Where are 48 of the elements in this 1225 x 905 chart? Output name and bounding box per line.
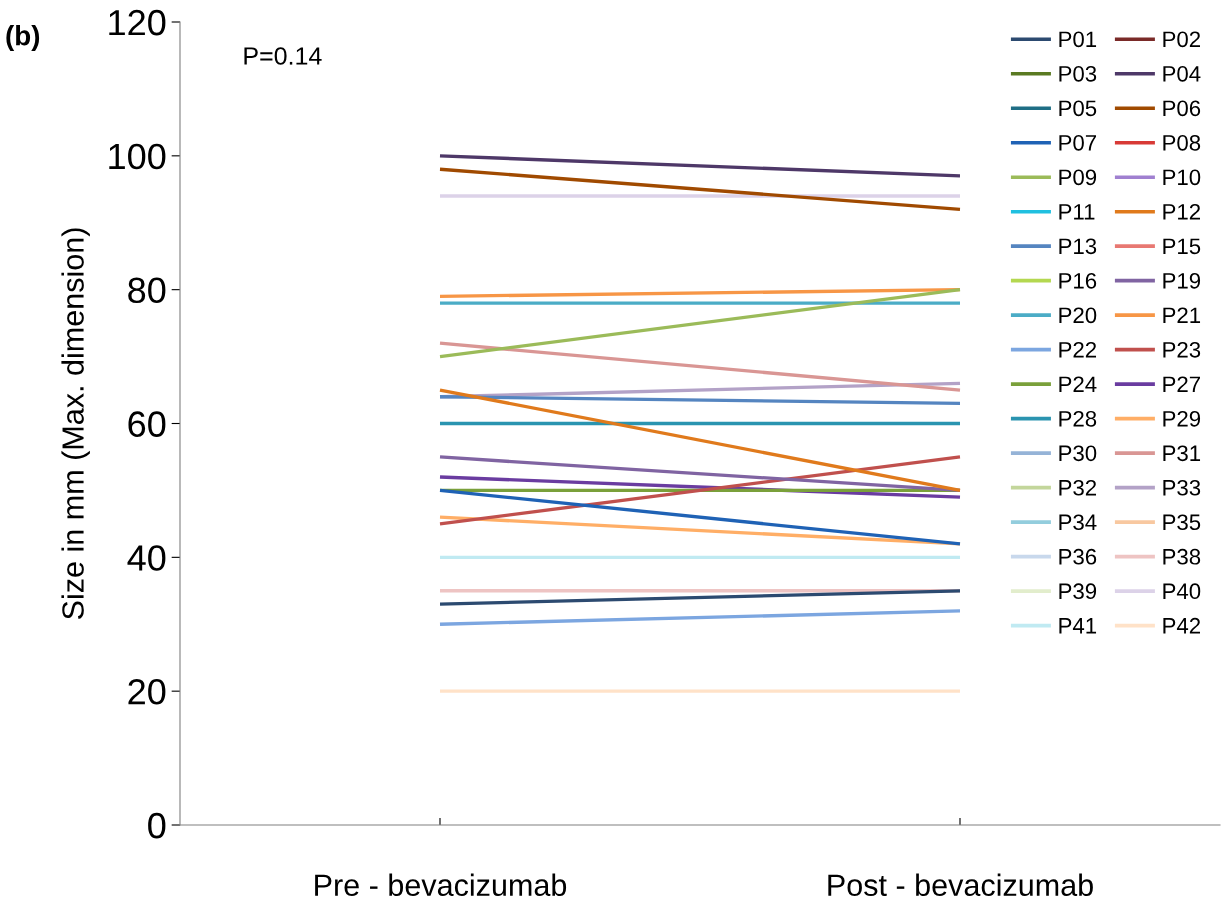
legend-label: P19 [1163, 272, 1201, 289]
x-tick-label: Pre - bevacizumab [315, 873, 567, 897]
legend-label: P09 [1059, 169, 1097, 186]
y-tick-label: 60 [128, 411, 166, 437]
legend-label: P11 [1059, 204, 1095, 220]
y-tick-label: 100 [109, 143, 166, 170]
legend-label: P10 [1163, 169, 1201, 186]
legend-label: P30 [1059, 445, 1097, 462]
legend-label: P01 [1059, 31, 1097, 48]
legend-label: P21 [1163, 307, 1201, 323]
legend-label: P36 [1059, 548, 1097, 565]
y-tick-label: 40 [127, 545, 166, 571]
legend-label: P02 [1163, 31, 1200, 48]
legend-label: P34 [1059, 514, 1097, 531]
legend-label: P06 [1163, 100, 1201, 117]
x-tick-label: Post - bevacizumab [828, 873, 1093, 897]
legend-label: P08 [1163, 134, 1201, 151]
legend-label: P40 [1163, 583, 1201, 600]
legend-label: P12 [1163, 203, 1200, 220]
y-axis-title: Size in mm (Max. dimension) [61, 228, 90, 620]
text: (b) [6, 25, 40, 51]
legend-label: P24 [1059, 376, 1097, 392]
legend-label: P31 [1163, 445, 1201, 462]
legend-label: P13 [1059, 238, 1097, 255]
legend-label: P38 [1163, 548, 1201, 565]
legend-label: P22 [1059, 341, 1097, 358]
legend-label: P42 [1163, 617, 1200, 634]
y-tick-label: 80 [128, 277, 166, 304]
legend-label: P23 [1163, 341, 1201, 358]
y-tick-label: 120 [109, 9, 166, 36]
legend-label: P16 [1059, 272, 1097, 289]
y-tick-label: 0 [148, 812, 166, 839]
legend-label: P15 [1163, 238, 1201, 255]
legend-label: P32 [1059, 479, 1097, 496]
legend-label: P41 [1059, 618, 1097, 634]
legend-label: P03 [1059, 65, 1097, 82]
y-tick-label: 20 [128, 679, 166, 705]
legend-label: P04 [1163, 65, 1201, 82]
legend-label: P05 [1059, 100, 1097, 117]
legend-label: P07 [1059, 134, 1097, 151]
legend-label: P39 [1059, 583, 1097, 600]
annotation: P=0.14 [244, 47, 322, 65]
legend-label: P29 [1163, 410, 1201, 427]
legend-label: P20 [1059, 307, 1097, 324]
legend-label: P28 [1059, 410, 1097, 427]
legend-label: P27 [1163, 376, 1200, 392]
legend-label: P35 [1163, 514, 1201, 531]
legend-label: P33 [1163, 479, 1201, 496]
